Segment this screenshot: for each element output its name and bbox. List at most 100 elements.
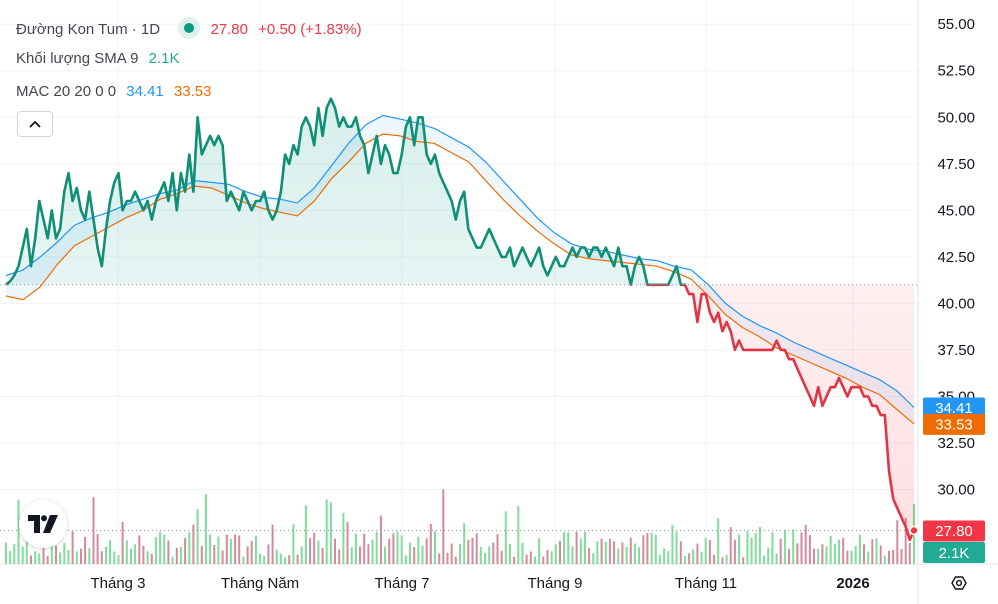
- volume-bar: [854, 546, 857, 564]
- volume-bar: [625, 547, 628, 564]
- volume-bar: [521, 542, 524, 564]
- volume-bar: [167, 540, 170, 564]
- volume-bar: [496, 534, 499, 564]
- x-tick-label: Tháng 7: [374, 575, 429, 592]
- symbol-legend: Đường Kon Tum · 1D 27.80 +0.50 (+1.83%): [16, 17, 368, 39]
- volume-bar: [209, 534, 212, 564]
- volume-bar: [692, 549, 695, 564]
- volume-bar: [896, 520, 899, 564]
- settings-gear-icon[interactable]: [951, 576, 967, 590]
- volume-label[interactable]: Khối lượng SMA 9: [16, 50, 139, 67]
- volume-bar: [321, 547, 324, 564]
- volume-bar: [21, 546, 24, 564]
- volume-bar: [409, 542, 411, 564]
- volume-bar: [217, 536, 220, 564]
- volume-bar: [742, 557, 745, 564]
- y-tick-label: 40.00: [937, 295, 975, 312]
- volume-bar: [638, 547, 641, 564]
- volume-bar: [263, 556, 266, 564]
- volume-bar: [213, 545, 216, 564]
- volume-bar: [879, 545, 882, 564]
- volume-bar: [488, 546, 491, 564]
- volume-bar: [367, 544, 370, 564]
- volume-bar: [838, 539, 840, 564]
- volume-bar: [517, 506, 520, 564]
- volume-bar: [538, 538, 541, 564]
- volume-bar: [654, 534, 657, 564]
- volume-bar: [80, 548, 82, 564]
- volume-bar: [617, 548, 620, 564]
- symbol-title[interactable]: Đường Kon Tum · 1D: [16, 21, 161, 38]
- volume-bar: [325, 499, 328, 564]
- chevron-up-icon: [29, 120, 41, 128]
- y-axis: 55.00 52.50 50.00 47.50 45.00 42.50 40.00 37.50…: [937, 16, 975, 498]
- volume-bar: [246, 546, 249, 564]
- x-tick-label: Tháng Năm: [221, 575, 299, 592]
- volume-bar: [858, 534, 861, 564]
- volume-bar: [746, 531, 749, 564]
- volume-bar: [463, 523, 466, 564]
- volume-bar: [338, 549, 341, 564]
- volume-bar: [771, 532, 774, 564]
- volume-bar: [229, 539, 232, 564]
- y-tick-label: 32.50: [937, 435, 975, 452]
- volume-bar: [421, 545, 424, 564]
- volume-bar: [113, 551, 116, 564]
- volume-bar: [55, 545, 57, 564]
- y-tick-label: 52.50: [937, 63, 975, 80]
- volume-bar: [25, 536, 28, 564]
- volume-bar: [63, 542, 66, 564]
- mac-band-fill: [6, 115, 914, 424]
- volume-bar: [30, 555, 32, 564]
- volume-bar: [125, 540, 128, 564]
- volume-bar: [242, 556, 245, 564]
- volume-bar: [550, 551, 553, 564]
- volume-bar: [675, 531, 678, 564]
- volume-bar: [588, 548, 591, 564]
- volume-bar: [413, 547, 416, 564]
- volume-bar: [863, 544, 865, 564]
- volume-bar: [796, 543, 799, 564]
- x-tick-label: 2026: [836, 575, 869, 592]
- volume-bar: [471, 537, 474, 564]
- volume-bar: [142, 545, 145, 564]
- x-tick-label: Tháng 11: [675, 575, 737, 592]
- volume-bar: [5, 542, 7, 564]
- price-line: [0, 97, 919, 542]
- volume-bar: [417, 536, 420, 564]
- volume-bar: [288, 555, 291, 564]
- volume-bar: [459, 543, 461, 564]
- mac-label[interactable]: MAC 20 20 0 0: [16, 83, 117, 100]
- market-status-icon[interactable]: [178, 17, 201, 39]
- last-price: 27.80: [210, 21, 248, 38]
- volume-bar: [584, 531, 586, 564]
- x-axis[interactable]: Tháng 3 Tháng Năm Tháng 7 Tháng 9 Tháng 11 20…: [90, 575, 967, 592]
- tradingview-logo[interactable]: [19, 500, 67, 548]
- volume-bar: [821, 544, 824, 564]
- volume-bar: [567, 532, 570, 564]
- volume-bar: [450, 543, 453, 564]
- volume-bar: [800, 532, 803, 564]
- volume-bar: [138, 535, 141, 564]
- volume-bar: [629, 537, 632, 564]
- volume-bar: [525, 554, 528, 564]
- volume-bar: [579, 538, 582, 564]
- volume-bar: [846, 550, 849, 564]
- volume-bar: [238, 535, 241, 564]
- volume-bar: [679, 541, 682, 564]
- volume-bar: [754, 533, 757, 564]
- volume-bar: [279, 553, 282, 564]
- volume-bar: [696, 543, 699, 564]
- volume-bar: [563, 532, 566, 564]
- tradingview-logo-icon: [28, 515, 58, 533]
- mac-upper-value: 34.41: [126, 83, 164, 100]
- volume-bar: [17, 499, 20, 564]
- volume-bar: [467, 540, 470, 564]
- mac-upper-line: [5, 114, 915, 408]
- volume-bar: [888, 550, 890, 564]
- volume-bar: [388, 538, 391, 564]
- volume-bar: [779, 538, 782, 564]
- collapse-legend-button[interactable]: [17, 111, 53, 137]
- volume-bar: [683, 556, 686, 564]
